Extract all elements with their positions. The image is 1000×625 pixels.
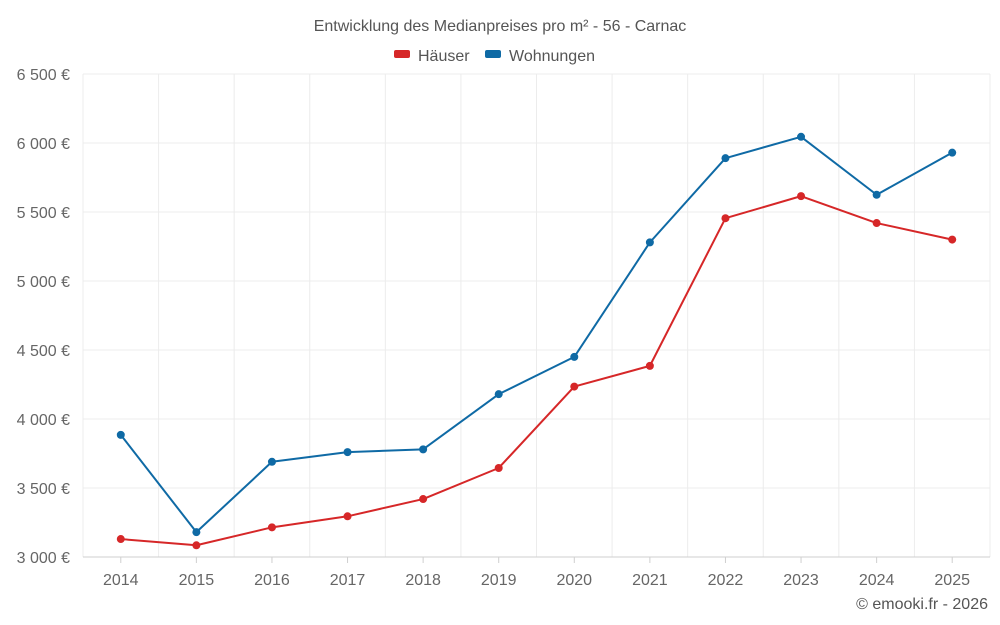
data-point-wohnungen[interactable] [343, 448, 352, 457]
data-point-haeuser[interactable] [116, 535, 125, 544]
data-point-haeuser[interactable] [192, 541, 201, 550]
y-axis: 3 000 € 3 500 € 4 000 € 4 500 € 5 000 € 5 500… [17, 67, 70, 567]
x-tick-label: 2019 [481, 572, 517, 589]
data-point-haeuser[interactable] [797, 192, 806, 201]
data-point-haeuser[interactable] [419, 495, 428, 504]
series-wohnungen [116, 132, 957, 537]
data-point-haeuser[interactable] [645, 361, 654, 370]
series-layer [116, 132, 957, 550]
y-tick-label: 5 500 € [17, 205, 70, 222]
data-point-wohnungen[interactable] [872, 190, 881, 199]
y-tick-label: 4 500 € [17, 343, 70, 360]
x-tick-label: 2015 [179, 572, 215, 589]
x-axis: 2014 2015 2016 2017 2018 2019 2020 2021 2022 2023… [83, 556, 990, 589]
data-point-wohnungen[interactable] [494, 390, 503, 399]
legend-item-wohnungen[interactable]: Wohnungen [485, 48, 595, 65]
data-point-haeuser[interactable] [343, 512, 352, 521]
x-tick-label: 2023 [783, 572, 819, 589]
data-point-wohnungen[interactable] [645, 238, 654, 247]
x-tick-label: 2024 [859, 572, 895, 589]
y-tick-label: 6 500 € [17, 67, 70, 84]
x-tick-label: 2021 [632, 572, 668, 589]
credit-text: © emooki.fr - 2026 [856, 596, 988, 613]
y-tick-label: 3 500 € [17, 481, 70, 498]
data-point-wohnungen[interactable] [721, 154, 730, 163]
data-point-haeuser[interactable] [872, 219, 881, 228]
series-line-wohnungen [120, 135, 953, 534]
legend: Häuser Wohnungen [394, 48, 595, 65]
chart-title: Entwicklung des Medianpreises pro m² - 5… [314, 18, 687, 35]
data-point-wohnungen[interactable] [570, 352, 579, 361]
data-point-wohnungen[interactable] [116, 430, 125, 439]
data-point-haeuser[interactable] [948, 235, 957, 244]
data-point-wohnungen[interactable] [267, 457, 276, 466]
legend-item-haeuser[interactable]: Häuser [394, 48, 470, 65]
data-point-wohnungen[interactable] [948, 148, 957, 157]
data-point-haeuser[interactable] [267, 523, 276, 532]
y-tick-label: 4 000 € [17, 412, 70, 429]
data-point-wohnungen[interactable] [192, 528, 201, 537]
data-point-haeuser[interactable] [721, 214, 730, 223]
y-tick-label: 3 000 € [17, 550, 70, 567]
series-line-haeuser [120, 195, 953, 547]
legend-swatch-haeuser [394, 50, 410, 58]
x-tick-label: 2014 [103, 572, 139, 589]
x-tick-label: 2022 [708, 572, 744, 589]
data-point-haeuser[interactable] [494, 463, 503, 472]
data-point-wohnungen[interactable] [419, 445, 428, 454]
x-tick-label: 2016 [254, 572, 290, 589]
gridlines [82, 73, 991, 558]
x-tick-label: 2017 [330, 572, 366, 589]
y-tick-label: 6 000 € [17, 136, 70, 153]
x-tick-label: 2020 [556, 572, 592, 589]
x-tick-label: 2018 [405, 572, 441, 589]
x-tick-label: 2025 [934, 572, 970, 589]
data-point-haeuser[interactable] [570, 382, 579, 391]
legend-swatch-wohnungen [485, 50, 501, 58]
legend-label-haeuser: Häuser [418, 48, 470, 65]
legend-label-wohnungen: Wohnungen [509, 48, 595, 65]
y-tick-label: 5 000 € [17, 274, 70, 291]
series-haeuser [116, 192, 957, 550]
data-point-wohnungen[interactable] [797, 132, 806, 141]
